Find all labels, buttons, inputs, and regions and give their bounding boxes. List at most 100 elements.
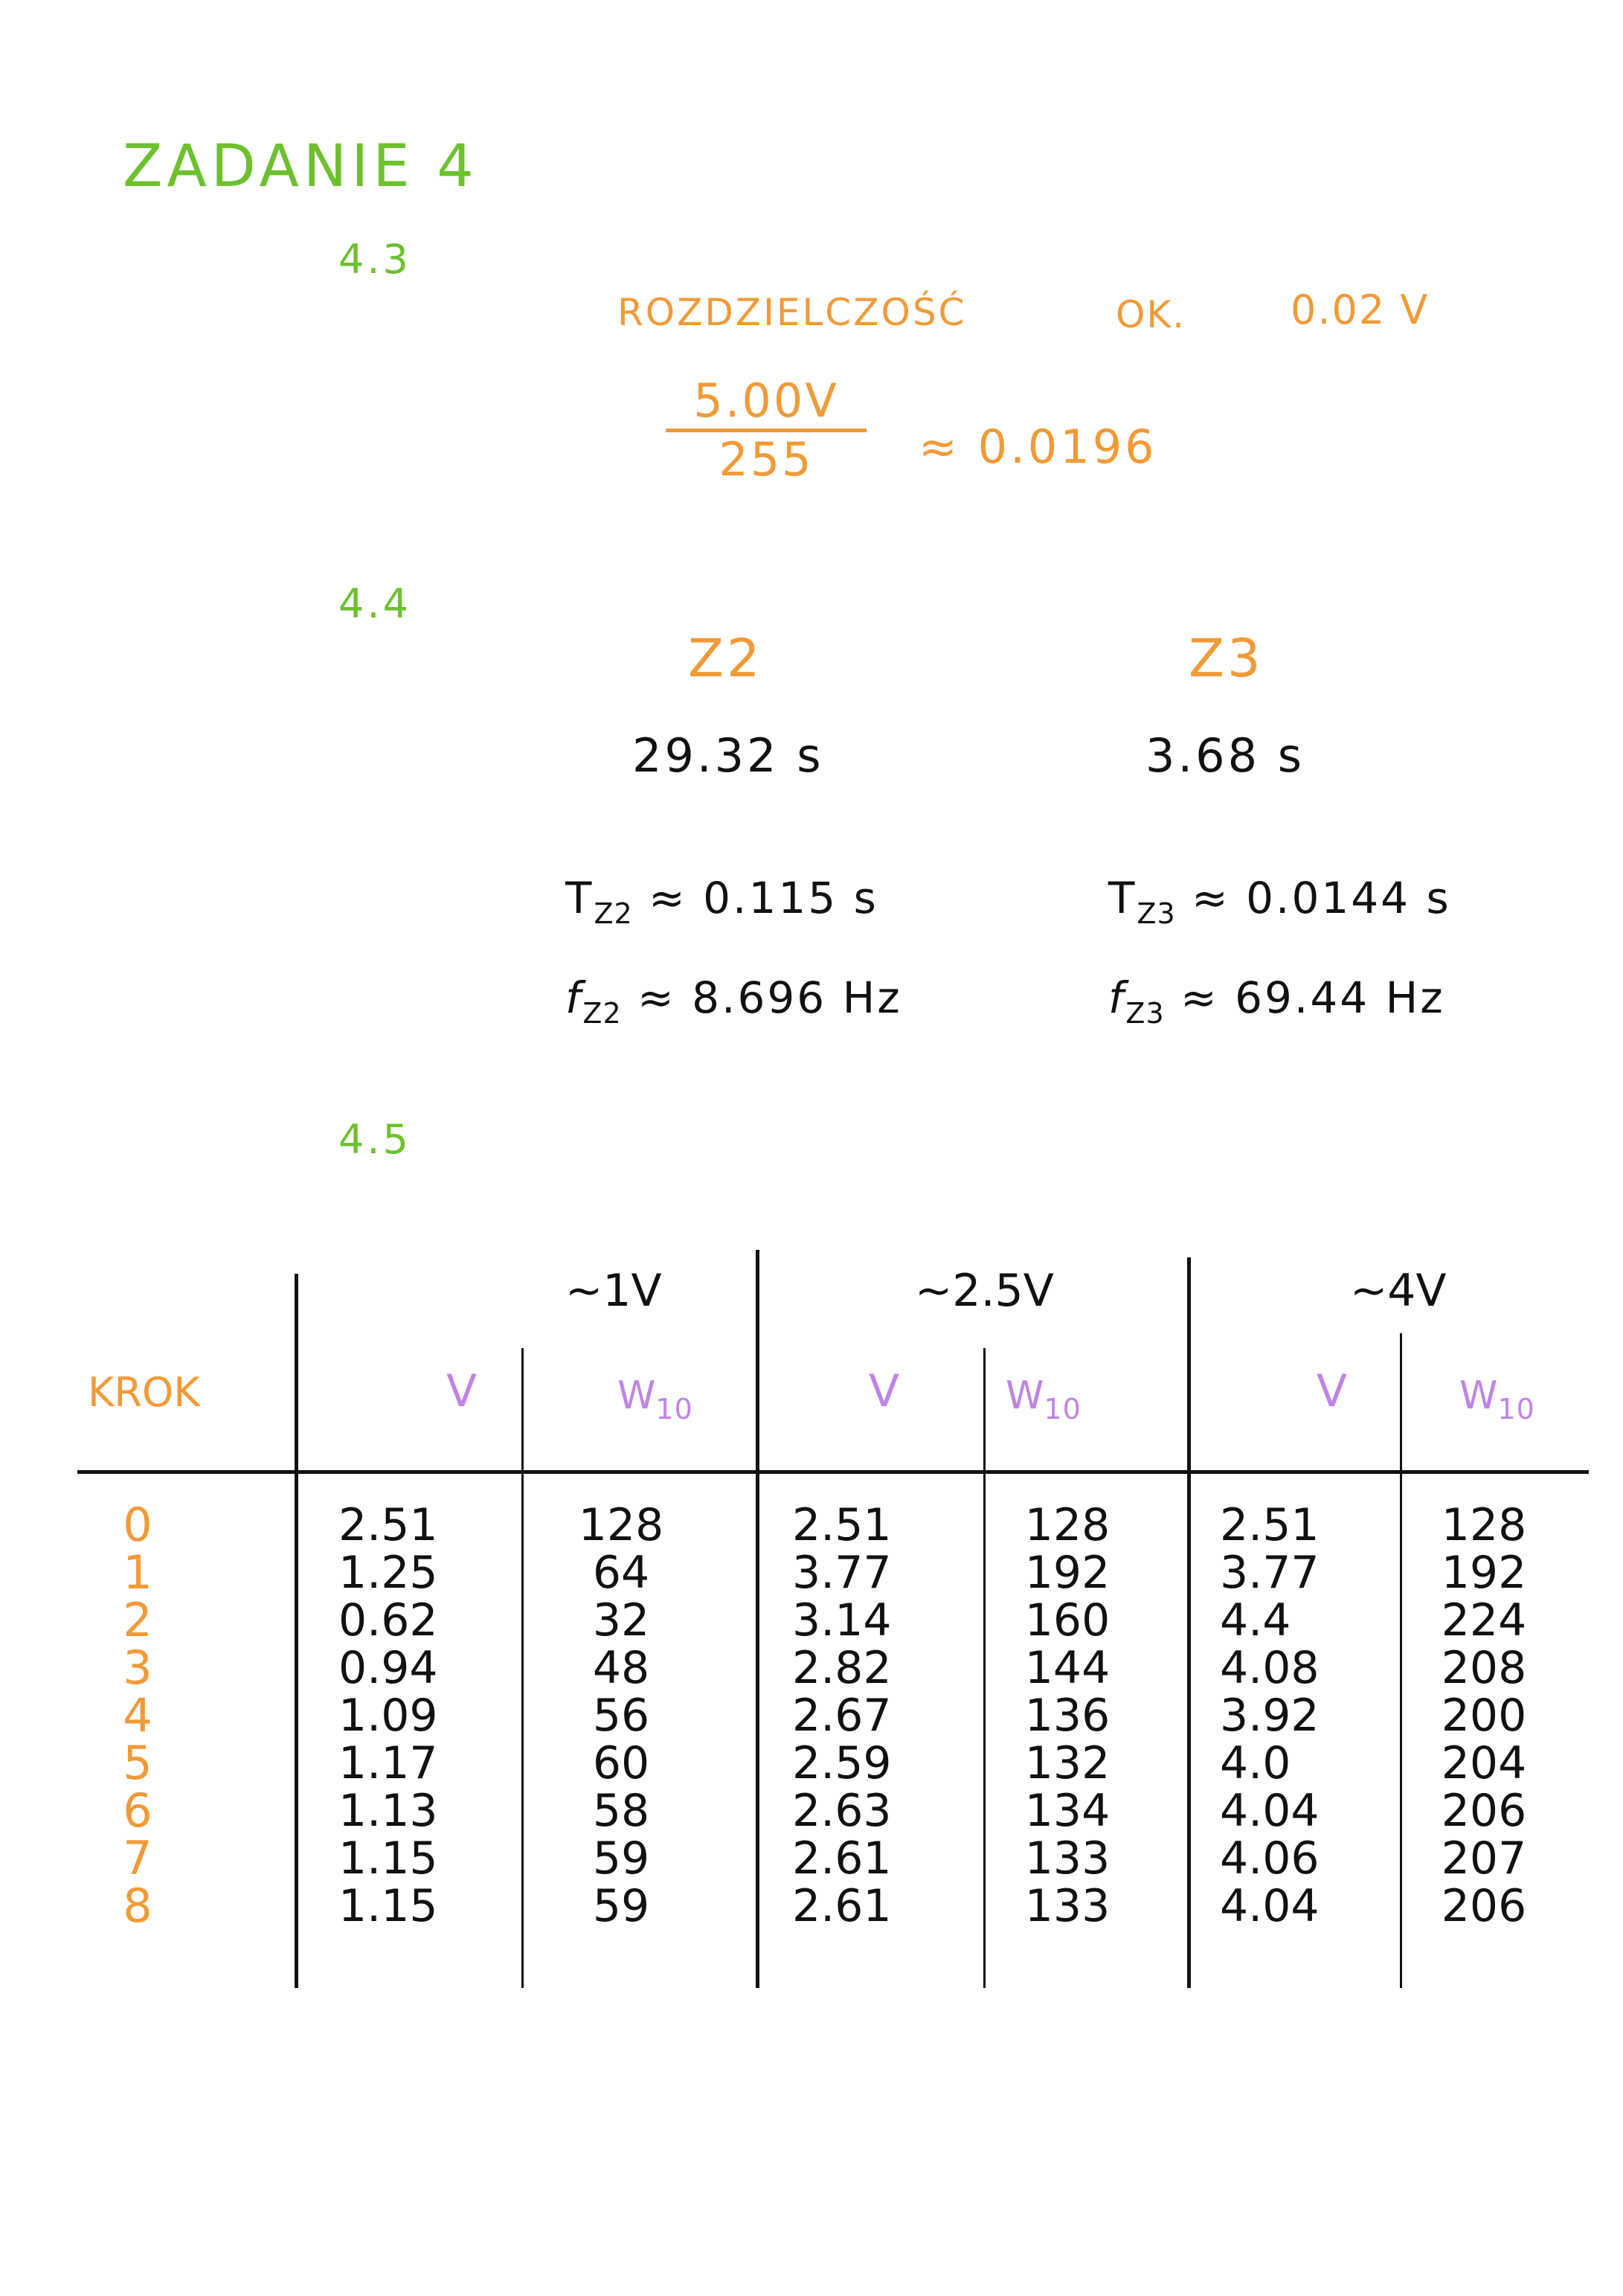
table-cell: 192 bbox=[1024, 1547, 1111, 1599]
table-cell: 58 bbox=[592, 1785, 650, 1837]
fraction-bar bbox=[666, 429, 867, 432]
z2-frequency-symbol: f bbox=[565, 972, 583, 1023]
table-cell: 132 bbox=[1024, 1737, 1111, 1789]
fraction-result: ≈ 0.0196 bbox=[919, 420, 1157, 474]
table-cell: 0 bbox=[123, 1498, 152, 1552]
table-cell: 134 bbox=[1024, 1785, 1111, 1837]
table-cell: 3.77 bbox=[1220, 1547, 1320, 1599]
table-cell: 8 bbox=[123, 1879, 152, 1933]
table-cell: 1.09 bbox=[338, 1690, 438, 1742]
table-cell: 200 bbox=[1441, 1690, 1527, 1742]
g2-w-subscript: 10 bbox=[1044, 1393, 1082, 1426]
table-cell: 4.0 bbox=[1220, 1737, 1291, 1789]
table-cell: 3 bbox=[123, 1641, 152, 1695]
table-cell: 3.77 bbox=[792, 1547, 892, 1599]
table-cell: 5 bbox=[123, 1736, 152, 1790]
g1-w-header: W10 bbox=[617, 1376, 693, 1423]
table-cell: 2.59 bbox=[792, 1737, 892, 1789]
table-cell: 56 bbox=[592, 1690, 650, 1742]
g3-w-header: W10 bbox=[1459, 1376, 1535, 1423]
z2-frequency: fZ2 ≈ 8.696 Hz bbox=[565, 976, 902, 1027]
table-cell: 60 bbox=[592, 1737, 650, 1789]
z2-frequency-subscript: Z2 bbox=[582, 997, 622, 1030]
section-4-5-label: 4.5 bbox=[338, 1116, 411, 1163]
table-cell: 4.4 bbox=[1220, 1594, 1291, 1646]
table-cell: 0.62 bbox=[338, 1594, 438, 1646]
table-cell: 48 bbox=[592, 1642, 650, 1694]
table-cell: 160 bbox=[1024, 1594, 1111, 1646]
table-cell: 4 bbox=[123, 1688, 152, 1742]
z3-frequency-value: ≈ 69.44 Hz bbox=[1180, 972, 1445, 1023]
table-cell: 128 bbox=[1441, 1499, 1527, 1551]
table-line-g1-g2 bbox=[756, 1250, 759, 1988]
z3-frequency-subscript: Z3 bbox=[1125, 997, 1165, 1030]
section-4-3-label: 4.3 bbox=[338, 236, 411, 283]
section-4-4-label: 4.4 bbox=[338, 580, 411, 627]
z3-heading: Z3 bbox=[1189, 628, 1264, 689]
z3-time: 3.68 s bbox=[1145, 728, 1305, 783]
g2-w-column: 128 192 160 144 136 132 134 133 133 bbox=[1019, 1501, 1116, 1930]
g3-v-header: V bbox=[1317, 1365, 1348, 1417]
z2-period: TZ2 ≈ 0.115 s bbox=[565, 876, 878, 928]
z3-period: TZ3 ≈ 0.0144 s bbox=[1108, 876, 1451, 928]
table-cell: 2 bbox=[123, 1593, 152, 1647]
table-cell: 192 bbox=[1441, 1547, 1527, 1599]
table-cell: 4.06 bbox=[1220, 1832, 1320, 1885]
table-cell: 2.61 bbox=[792, 1832, 892, 1885]
table-cell: 64 bbox=[592, 1547, 650, 1599]
table-cell: 1.15 bbox=[338, 1880, 438, 1932]
fraction-denominator: 255 bbox=[719, 432, 814, 487]
table-cell: 4.04 bbox=[1220, 1880, 1320, 1932]
table-line-g1 bbox=[521, 1348, 524, 1988]
g1-v-column: 2.51 1.25 0.62 0.94 1.09 1.17 1.13 1.15 1.15 bbox=[338, 1501, 465, 1930]
g1-w-letter: W bbox=[617, 1373, 656, 1418]
z2-period-symbol: T bbox=[565, 873, 594, 923]
z2-period-subscript: Z2 bbox=[594, 897, 633, 930]
table-cell: 4.04 bbox=[1220, 1785, 1320, 1837]
g1-w-subscript: 10 bbox=[655, 1393, 693, 1426]
g3-w-letter: W bbox=[1459, 1373, 1498, 1418]
table-line-krok bbox=[295, 1274, 298, 1988]
g1-v-header: V bbox=[446, 1365, 478, 1417]
table-cell: 2.61 bbox=[792, 1880, 892, 1932]
table-line-g2-g3 bbox=[1187, 1257, 1191, 1988]
table-header-rule bbox=[77, 1470, 1589, 1474]
table-cell: 4.08 bbox=[1220, 1642, 1320, 1694]
table-cell: 32 bbox=[592, 1594, 650, 1646]
krok-header: KROK bbox=[88, 1369, 200, 1416]
table-cell: 2.67 bbox=[792, 1690, 892, 1742]
table-cell: 224 bbox=[1441, 1594, 1527, 1646]
z3-frequency-symbol: f bbox=[1108, 972, 1126, 1023]
group-header-1v: ~1V bbox=[565, 1265, 662, 1317]
table-cell: 2.51 bbox=[1220, 1499, 1320, 1551]
table-cell: 206 bbox=[1441, 1785, 1527, 1837]
table-cell: 1.13 bbox=[338, 1785, 438, 1837]
table-cell: 59 bbox=[592, 1880, 650, 1932]
table-cell: 3.14 bbox=[792, 1594, 892, 1646]
g3-v-column: 2.51 3.77 4.4 4.08 3.92 4.0 4.04 4.06 4.04 bbox=[1220, 1501, 1354, 1930]
z3-period-subscript: Z3 bbox=[1137, 897, 1176, 930]
z3-period-symbol: T bbox=[1108, 873, 1137, 923]
table-cell: 204 bbox=[1441, 1737, 1527, 1789]
resolution-label: ROZDZIELCZOŚĆ bbox=[617, 291, 967, 334]
group-header-4v: ~4V bbox=[1350, 1265, 1447, 1317]
table-cell: 59 bbox=[592, 1832, 650, 1885]
table-cell: 207 bbox=[1441, 1832, 1527, 1885]
group-header-2-5v: ~2.5V bbox=[915, 1265, 1054, 1317]
fraction-numerator: 5.00V bbox=[693, 373, 839, 428]
table-cell: 0.94 bbox=[338, 1642, 438, 1694]
g2-v-header: V bbox=[869, 1365, 900, 1417]
z2-frequency-value: ≈ 8.696 Hz bbox=[637, 972, 902, 1023]
table-cell: 208 bbox=[1441, 1642, 1527, 1694]
resolution-fraction: 5.00V 255 bbox=[666, 378, 867, 483]
table-line-g2 bbox=[983, 1348, 986, 1988]
g1-w-column: 128 64 32 48 56 60 58 59 59 bbox=[573, 1501, 669, 1930]
table-cell: 3.92 bbox=[1220, 1690, 1320, 1742]
ok-label: OK. bbox=[1116, 293, 1186, 336]
table-line-g3 bbox=[1400, 1333, 1402, 1988]
table-cell: 2.82 bbox=[792, 1642, 892, 1694]
g3-w-column: 128 192 224 208 200 204 206 207 206 bbox=[1436, 1501, 1532, 1930]
g2-w-header: W10 bbox=[1006, 1376, 1082, 1423]
table-cell: 1.25 bbox=[338, 1547, 438, 1599]
